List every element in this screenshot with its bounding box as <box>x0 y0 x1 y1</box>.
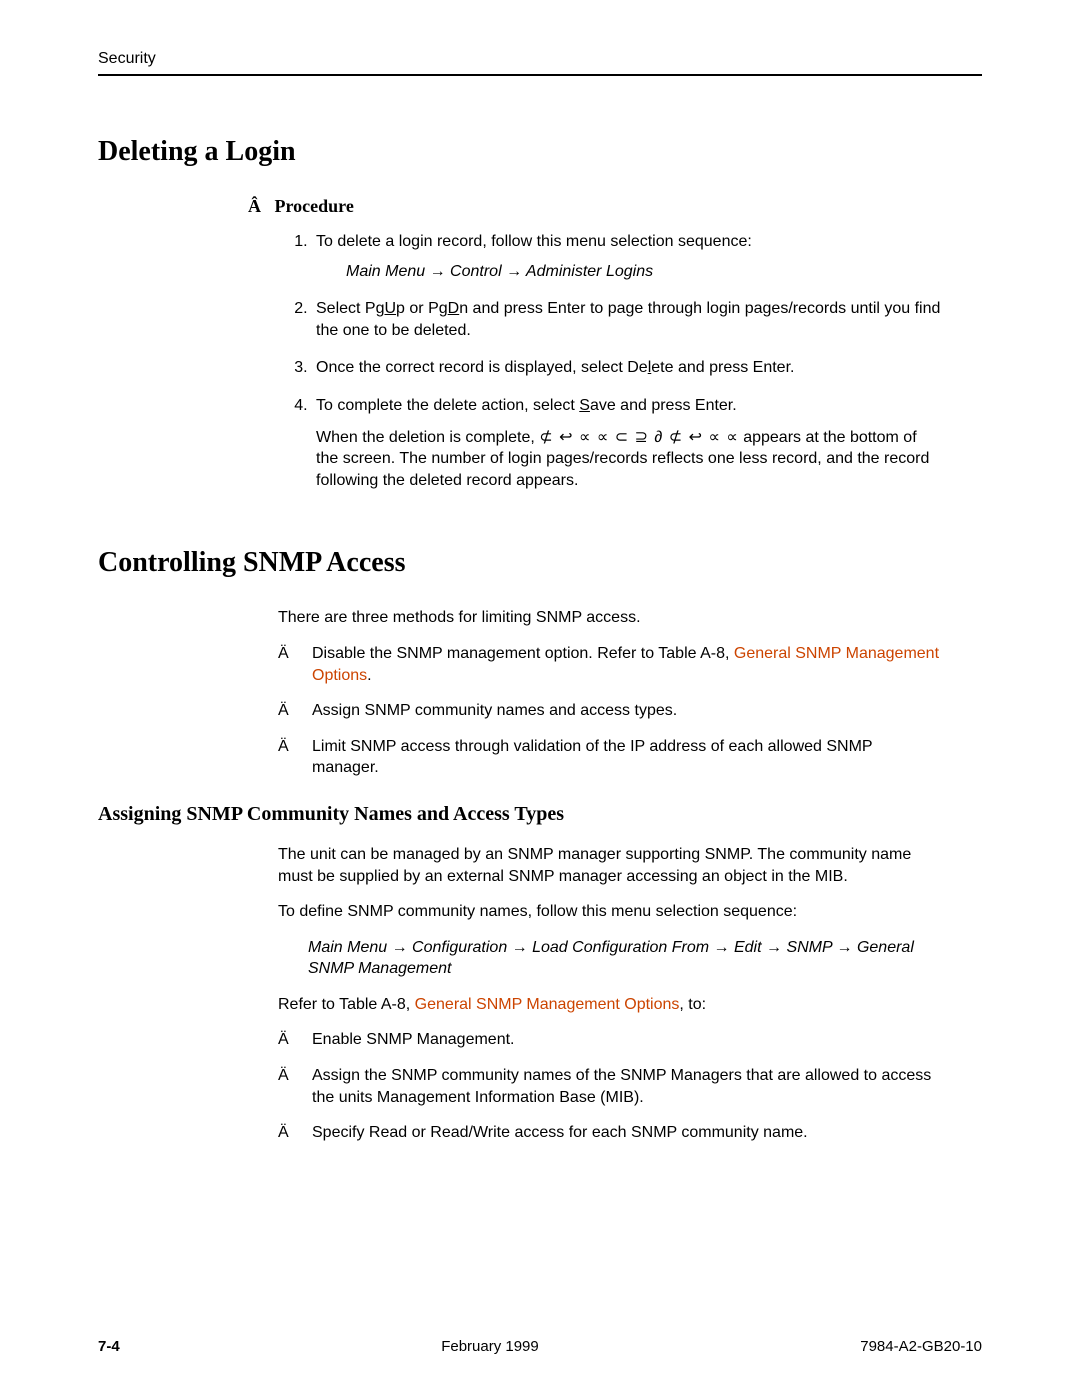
snmp-method-2: Assign SNMP community names and access t… <box>278 700 942 722</box>
snmp-method-3: Limit SNMP access through validation of … <box>278 736 942 779</box>
snmp-community-p3: Refer to Table A-8, General SNMP Managem… <box>278 994 942 1016</box>
header-section: Security <box>98 50 156 67</box>
procedure-steps: To delete a login record, follow this me… <box>278 231 982 491</box>
page-footer: 7-4 February 1999 7984-A2-GB20-10 <box>98 1338 982 1355</box>
step-4-note: When the deletion is complete, ⊄ ↩ ∝ ∝ ⊂… <box>316 427 942 492</box>
footer-date: February 1999 <box>441 1338 539 1355</box>
step-2: Select PgUp or PgDn and press Enter to p… <box>312 298 942 341</box>
snmp-intro-text: There are three methods for limiting SNM… <box>278 607 942 629</box>
snmp-community-p2: To define SNMP community names, follow t… <box>278 901 942 923</box>
footer-page-number: 7-4 <box>98 1338 120 1355</box>
snmp-community-body: The unit can be managed by an SNMP manag… <box>278 844 982 1016</box>
heading-controlling-snmp-access: Controlling SNMP Access <box>98 547 982 579</box>
step-1: To delete a login record, follow this me… <box>312 231 942 282</box>
running-header: Security <box>98 50 982 76</box>
procedure-glyph-icon: Â <box>248 196 270 217</box>
step-4: To complete the delete action, select Sa… <box>312 395 942 491</box>
snmp-community-p1: The unit can be managed by an SNMP manag… <box>278 844 942 887</box>
procedure-text: Procedure <box>275 196 354 216</box>
step-1-text: To delete a login record, follow this me… <box>316 233 752 250</box>
step-1-menu-path: Main Menu → Control → Administer Logins <box>346 261 942 283</box>
snmp-community-item-3: Specify Read or Read/Write access for ea… <box>278 1122 942 1144</box>
snmp-community-list: Enable SNMP Management. Assign the SNMP … <box>278 1029 982 1143</box>
snmp-methods-list: Disable the SNMP management option. Refe… <box>278 643 982 779</box>
page: Security Deleting a Login Â Procedure To… <box>0 0 1080 1397</box>
snmp-community-item-2: Assign the SNMP community names of the S… <box>278 1065 942 1108</box>
garbled-text: ⊄ ↩ ∝ ∝ ⊂ ⊇ ∂ ⊄ ↩ ∝ ∝ <box>539 429 739 446</box>
snmp-community-item-1: Enable SNMP Management. <box>278 1029 942 1051</box>
step-3: Once the correct record is displayed, se… <box>312 357 942 379</box>
link-general-snmp-options-2[interactable]: General SNMP Management Options <box>415 996 680 1013</box>
snmp-method-1: Disable the SNMP management option. Refe… <box>278 643 942 686</box>
snmp-intro: There are three methods for limiting SNM… <box>278 607 982 629</box>
procedure-label: Â Procedure <box>248 196 982 217</box>
heading-deleting-a-login: Deleting a Login <box>98 136 982 168</box>
footer-doc-number: 7984-A2-GB20-10 <box>860 1338 982 1355</box>
heading-assigning-snmp-community: Assigning SNMP Community Names and Acces… <box>98 803 982 826</box>
snmp-menu-path: Main Menu → Configuration → Load Configu… <box>308 937 942 980</box>
